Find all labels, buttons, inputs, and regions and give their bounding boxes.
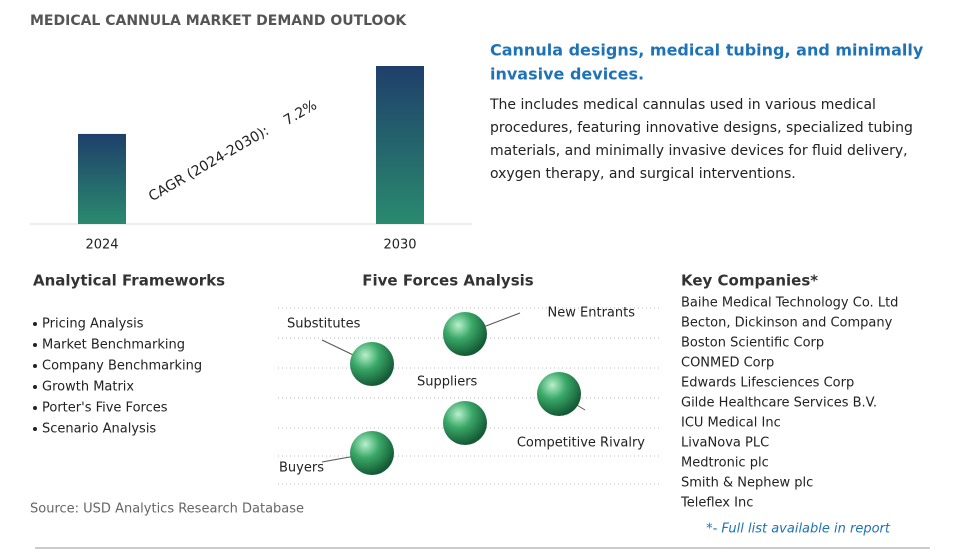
force-sphere: [537, 372, 581, 416]
section-title: Key Companies*: [681, 272, 818, 290]
section-title: Five Forces Analysis: [362, 272, 534, 290]
summary-body: procedures, featuring innovative designs…: [490, 120, 913, 136]
bullet: [33, 364, 37, 368]
x-tick-label: 2030: [383, 238, 416, 253]
bar: [376, 66, 424, 224]
company: ICU Medical Inc: [681, 416, 781, 431]
force-label: Substitutes: [287, 317, 361, 332]
page-title: MEDICAL CANNULA MARKET DEMAND OUTLOOK: [30, 13, 407, 29]
summary-heading: invasive devices.: [490, 65, 644, 84]
cagr-value: 7.2%: [281, 97, 320, 129]
force-label: Competitive Rivalry: [517, 436, 645, 451]
framework-item: Market Benchmarking: [42, 338, 185, 353]
cagr-label: CAGR (2024-2030):: [146, 123, 272, 205]
company: Teleflex Inc: [680, 496, 753, 511]
summary-body: oxygen therapy, and surgical interventio…: [490, 166, 796, 182]
force-label: New Entrants: [548, 306, 636, 321]
company: Gilde Healthcare Services B.V.: [681, 396, 877, 411]
force-sphere: [350, 431, 394, 475]
framework-item: Pricing Analysis: [42, 317, 144, 332]
bullet: [33, 427, 37, 431]
bullet: [33, 343, 37, 347]
bullet: [33, 406, 37, 410]
framework-item: Scenario Analysis: [42, 422, 156, 437]
bullet: [33, 385, 37, 389]
company: Becton, Dickinson and Company: [681, 316, 893, 331]
force-sphere: [350, 342, 394, 386]
company: Baihe Medical Technology Co. Ltd: [681, 296, 898, 311]
summary-body: materials, and minimally invasive device…: [490, 143, 908, 159]
framework-item: Growth Matrix: [42, 380, 134, 395]
company: LivaNova PLC: [681, 436, 769, 451]
framework-item: Porter's Five Forces: [42, 401, 168, 416]
summary-heading: Cannula designs, medical tubing, and min…: [490, 41, 924, 60]
company: Edwards Lifesciences Corp: [681, 376, 854, 391]
force-label: Suppliers: [417, 375, 478, 390]
force-sphere: [443, 401, 487, 445]
source: Source: USD Analytics Research Database: [30, 502, 304, 517]
company: Medtronic plc: [681, 456, 769, 471]
company: CONMED Corp: [681, 356, 774, 371]
force-label: Buyers: [279, 461, 324, 476]
note: *- Full list available in report: [706, 522, 891, 537]
company: Smith & Nephew plc: [681, 476, 813, 491]
bar: [78, 133, 126, 224]
framework-item: Company Benchmarking: [42, 359, 202, 374]
summary-body: The includes medical cannulas used in va…: [489, 97, 876, 113]
section-title: Analytical Frameworks: [33, 272, 225, 290]
x-tick-label: 2024: [85, 238, 118, 253]
company: Boston Scientific Corp: [681, 336, 824, 351]
bullet: [33, 322, 37, 326]
force-sphere: [443, 312, 487, 356]
